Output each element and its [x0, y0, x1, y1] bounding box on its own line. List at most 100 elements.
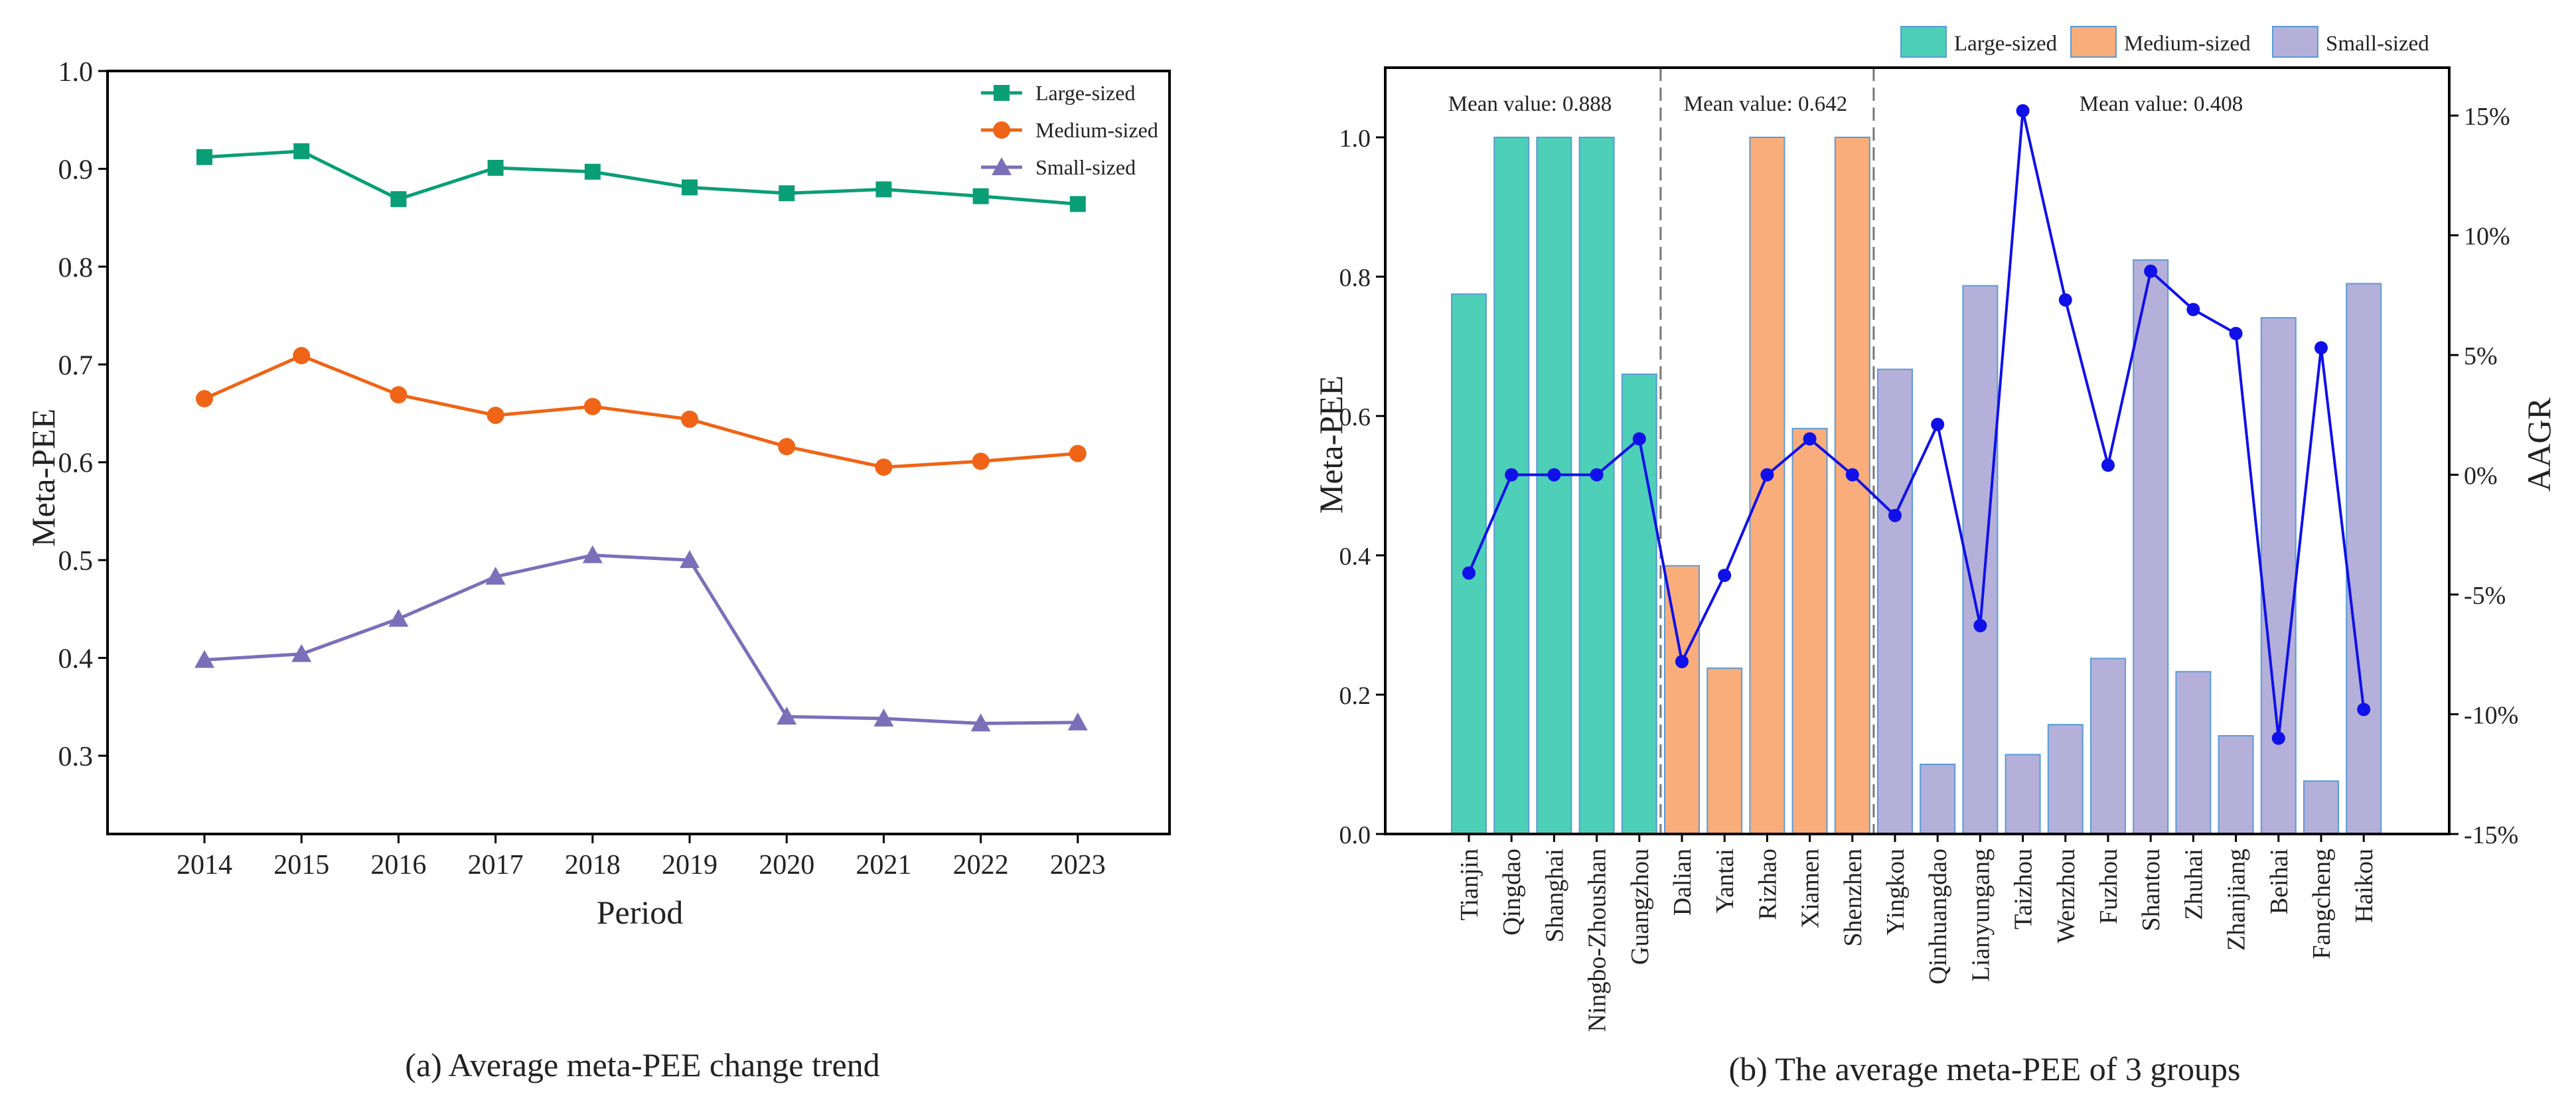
data-point-medium-sized	[487, 406, 504, 424]
y-tick-label: 0.2	[1339, 682, 1371, 710]
y2-tick-label: -5%	[2464, 582, 2506, 610]
x-tick-label: Zhuhai	[2180, 849, 2208, 920]
y2-tick-label: 15%	[2464, 103, 2510, 131]
aagr-point	[1718, 569, 1732, 583]
y-tick-label: 0.4	[58, 644, 94, 675]
legend-marker	[992, 157, 1012, 175]
data-point-medium-sized	[972, 452, 990, 470]
x-tick-label: 2014	[177, 850, 232, 880]
chart-b-y2-ticks: -15% -10% -5% 0% 5% 10% 15%	[2449, 103, 2518, 849]
legend-marker	[994, 85, 1010, 101]
bar-zhanjiang	[2218, 734, 2254, 835]
chart-b-y2-axis-label: AAGR	[2520, 397, 2557, 492]
y-tick-label: 0.8	[58, 253, 94, 283]
bar-fangcheng	[2303, 780, 2339, 835]
x-tick-label: Shanghai	[1541, 849, 1568, 942]
bar-qingdao	[1493, 137, 1530, 835]
data-point-large-sized	[487, 159, 504, 176]
x-tick-label: Xiamen	[1797, 849, 1825, 928]
bar-fuzhou	[2090, 658, 2126, 835]
aagr-point	[2186, 303, 2200, 316]
data-point-small-sized	[873, 709, 894, 727]
chart-a-x-ticks: 2014 2015 2016 2017 2018 2019 2020 2021 2022 2023	[177, 834, 1106, 880]
aagr-point	[2101, 458, 2115, 472]
x-tick-label: Dalian	[1669, 849, 1697, 916]
data-point-small-sized	[777, 707, 797, 725]
x-tick-label: Lianyungang	[1967, 849, 1995, 982]
y-tick-label: 0.4	[1339, 543, 1371, 571]
legend-label: Small-sized	[1035, 155, 1136, 179]
chart-b-plot-frame	[1384, 66, 2451, 835]
y-tick-label: 0.9	[58, 155, 94, 185]
x-tick-label: Fuzhou	[2095, 849, 2123, 924]
x-tick-label: Rizhao	[1754, 849, 1781, 920]
bar-haikou	[2346, 283, 2382, 835]
x-tick-label: Zhanjiang	[2223, 849, 2251, 951]
y2-tick-label: 5%	[2464, 342, 2498, 370]
data-point-medium-sized	[293, 347, 311, 365]
data-point-medium-sized	[583, 397, 601, 415]
data-point-large-sized	[390, 191, 407, 208]
bar-taizhou	[2005, 754, 2041, 835]
aagr-line	[1468, 110, 2366, 738]
y2-tick-label: -15%	[2464, 821, 2518, 849]
x-tick-label: 2015	[273, 850, 329, 880]
data-point-medium-sized	[778, 438, 796, 456]
x-tick-label: Shenzhen	[1839, 849, 1867, 947]
data-point-small-sized	[1067, 712, 1088, 730]
x-tick-label: Yantai	[1711, 849, 1739, 914]
x-tick-label: Shantou	[2137, 849, 2165, 932]
data-point-small-sized	[680, 550, 700, 569]
aagr-point	[1675, 655, 1689, 669]
data-point-small-sized	[970, 713, 991, 732]
data-point-medium-sized	[196, 389, 213, 407]
x-tick-label: Qingdao	[1498, 849, 1526, 936]
data-point-large-sized	[779, 185, 795, 202]
x-tick-label: Haikou	[2350, 849, 2378, 923]
data-point-small-sized	[485, 567, 506, 585]
chart-b-bars	[1451, 137, 2382, 835]
chart-b-aagr-line	[1462, 104, 2371, 745]
bar-rizhao	[1749, 137, 1785, 835]
legend-label: Large-sized	[1035, 81, 1135, 105]
aagr-point	[1547, 468, 1561, 482]
aagr-point	[2016, 104, 2030, 117]
bar-yantai	[1706, 667, 1743, 835]
chart-a-caption: (a) Average meta-PEE change trend	[405, 1046, 879, 1083]
aagr-point	[2144, 264, 2158, 278]
data-point-medium-sized	[681, 410, 698, 428]
aagr-point	[1632, 432, 1646, 446]
data-point-large-sized	[1069, 196, 1086, 212]
bar-qinhuangdao	[1920, 764, 1956, 835]
bar-yingkou	[1877, 368, 1913, 835]
aagr-point	[1505, 468, 1519, 482]
x-tick-label: Beihai	[2265, 849, 2293, 914]
series-line-small-sized	[204, 553, 1078, 725]
data-point-medium-sized	[1069, 445, 1087, 462]
x-tick-label: 2018	[565, 850, 621, 880]
data-point-large-sized	[875, 181, 892, 198]
aagr-point	[2314, 341, 2328, 355]
mean-value-annotation: Mean value: 0.642	[1684, 92, 1848, 116]
y-tick-label: 0.3	[58, 742, 94, 772]
chart-a-y-axis-label: Meta-PEE	[25, 409, 62, 547]
x-tick-label: 2016	[370, 850, 426, 880]
chart-a-plot-frame	[106, 70, 1171, 835]
bar-zhuhai	[2175, 671, 2212, 835]
chart-b-y-axis-label: Meta-PEE	[1312, 376, 1349, 514]
bar-lianyungang	[1962, 285, 1999, 835]
y2-tick-label: 10%	[2464, 223, 2510, 251]
mean-value-annotation: Mean value: 0.888	[1448, 92, 1612, 116]
mean-value-annotation: Mean value: 0.408	[2080, 92, 2243, 116]
aagr-point	[2357, 703, 2371, 717]
bar-ningbo-zhoushan	[1578, 137, 1615, 835]
x-tick-label: 2021	[856, 850, 911, 880]
data-point-medium-sized	[390, 386, 408, 404]
x-tick-label: 2017	[468, 850, 524, 880]
x-tick-label: 2020	[759, 850, 814, 880]
series-line-medium-sized	[203, 354, 1079, 469]
bar-dalian	[1664, 565, 1700, 835]
chart-b-group-dividers	[1659, 68, 1875, 834]
data-point-large-sized	[972, 188, 989, 204]
chart-a: 0.30.40.50.60.70.80.91.0 2014 2015 2016 201…	[25, 57, 1171, 1083]
